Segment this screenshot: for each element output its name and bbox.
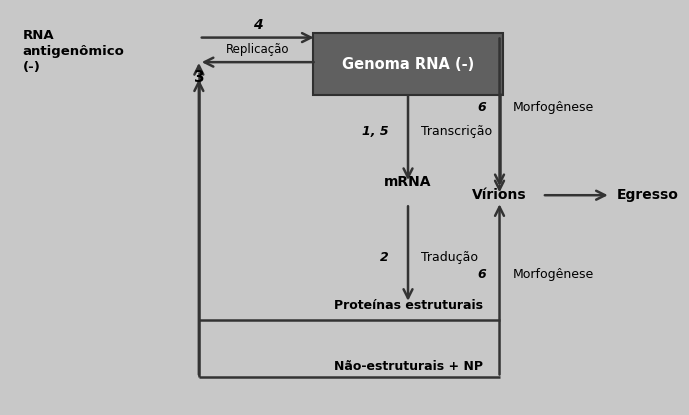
Text: 6: 6 [477,268,486,281]
Text: Tradução: Tradução [421,251,478,264]
Text: Transcrição: Transcrição [421,125,492,138]
Text: Não-estruturais + NP: Não-estruturais + NP [333,360,482,374]
Text: Morfogênese: Morfogênese [513,268,594,281]
Text: Vírions: Vírions [472,188,527,202]
Text: 2: 2 [380,251,389,264]
Text: 1, 5: 1, 5 [362,125,389,138]
FancyBboxPatch shape [313,34,503,95]
Text: Morfogênese: Morfogênese [513,101,594,114]
Text: Replicação: Replicação [226,43,289,56]
Text: 3: 3 [194,70,204,85]
Text: mRNA: mRNA [384,175,432,189]
Text: Genoma RNA (-): Genoma RNA (-) [342,57,474,72]
Text: 6: 6 [477,101,486,114]
Text: Egresso: Egresso [617,188,679,202]
Text: Proteínas estruturais: Proteínas estruturais [333,299,482,312]
Text: RNA
antigenômico
(-): RNA antigenômico (-) [22,29,124,74]
Text: 4: 4 [253,18,263,32]
